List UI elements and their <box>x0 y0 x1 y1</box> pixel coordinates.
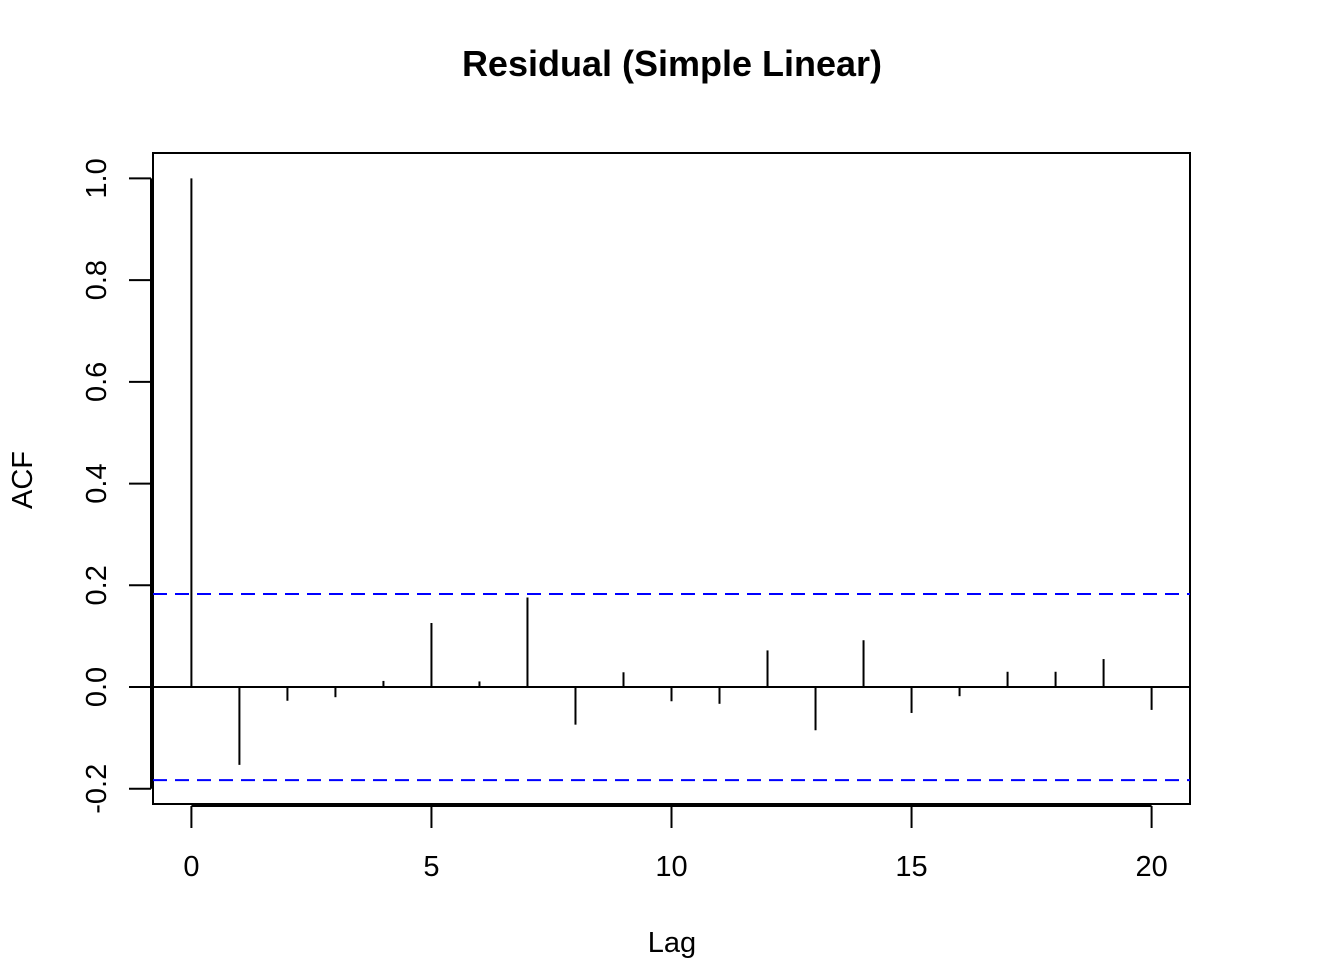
y-tick-label: 0.4 <box>81 463 113 503</box>
x-tick-label: 0 <box>183 851 199 883</box>
x-tick-label: 10 <box>655 851 687 883</box>
x-axis-label: Lag <box>648 927 696 959</box>
x-tick-label: 15 <box>895 851 927 883</box>
y-tick-label: -0.2 <box>81 764 113 814</box>
chart-title: Residual (Simple Linear) <box>462 43 882 84</box>
plot-frame <box>152 152 1191 805</box>
y-tick-label: 0.2 <box>81 565 113 605</box>
y-tick-label: 0.8 <box>81 260 113 300</box>
y-tick-label: 0.6 <box>81 362 113 402</box>
x-axis: 0 5 10 15 20 <box>183 805 1168 883</box>
y-axis-label: ACF <box>7 451 39 509</box>
x-tick-label: 5 <box>423 851 439 883</box>
plot-area <box>153 178 1190 782</box>
x-tick-label: 20 <box>1135 851 1167 883</box>
y-tick-label: 1.0 <box>81 158 113 198</box>
y-tick-label: 0.0 <box>81 667 113 707</box>
y-axis: -0.2 0.0 0.2 0.4 0.6 0.8 1.0 <box>81 158 152 814</box>
